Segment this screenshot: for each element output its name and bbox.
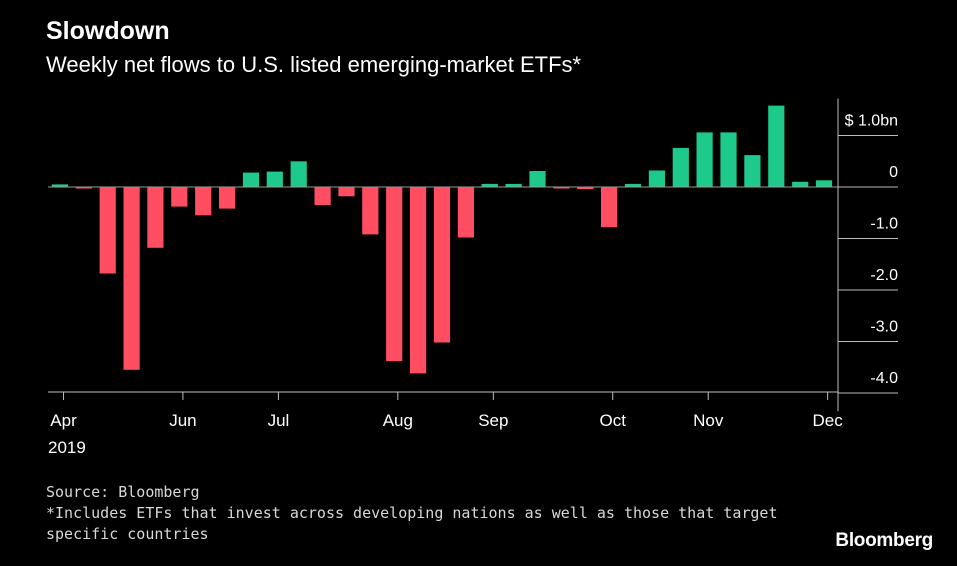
x-tick-label-jun: Jun [169,411,196,430]
y-tick-label-4: -3.0 [870,319,898,336]
bar-week-0 [51,184,68,187]
bar-week-9 [266,171,283,187]
bar-week-13 [362,187,379,235]
bar-week-10 [290,161,307,188]
bar-week-6 [195,187,212,216]
bar-week-30 [768,105,785,187]
bar-week-23 [601,187,618,228]
bar-week-31 [792,181,809,187]
bar-week-2 [99,187,116,274]
y-tick-label-0: $ 1.0bn [845,113,898,130]
y-tick-label-2: -1.0 [870,216,898,233]
bar-week-25 [648,170,665,187]
y-tick-label-3: -2.0 [870,267,898,284]
x-tick-label-aug: Aug [383,411,413,430]
x-tick-label-apr: Apr [50,411,77,430]
bar-chart: $ 1.0bn 0 -1.0 -2.0 -3.0 -4.0 Apr Jun Jul Aug Sep O… [48,98,898,457]
footnote-line: *Includes ETFs that invest across develo… [46,504,778,543]
bar-week-3 [123,187,140,370]
bar-week-11 [314,187,331,205]
bar-week-12 [338,187,355,197]
x-year-label: 2019 [48,438,86,457]
bar-week-32 [815,180,833,187]
y-tick-label-1: 0 [889,164,898,181]
bloomberg-logo: Bloomberg [835,530,933,551]
bar-week-20 [529,171,546,187]
bar-week-16 [433,187,451,343]
bar-week-14 [386,187,403,362]
bar-week-1 [75,187,92,189]
bar-week-28 [720,132,737,187]
chart-title: Slowdown [46,17,170,45]
bar-week-26 [672,147,689,187]
bar-week-8 [242,172,260,187]
bar-week-21 [553,187,570,189]
chart-footnote: Source: Bloomberg *Includes ETFs that in… [46,482,806,545]
chart-subtitle: Weekly net flows to U.S. listed emerging… [46,52,582,77]
bar-week-19 [505,183,522,187]
source-line: Source: Bloomberg [46,483,200,501]
bar-week-4 [147,187,164,248]
x-tick-label-nov: Nov [693,411,724,430]
x-tick-label-sep: Sep [478,411,508,430]
bar-week-22 [577,187,594,190]
bar-week-24 [624,183,642,187]
bar-week-17 [457,187,474,238]
bar-week-15 [410,187,427,374]
bar-week-27 [696,132,713,187]
bar-week-29 [744,155,761,187]
x-tick-label-oct: Oct [600,411,627,430]
bar-week-5 [171,187,188,207]
x-tick-label-jul: Jul [268,411,290,430]
bar-week-7 [219,187,236,209]
y-tick-label-5: -4.0 [870,370,898,387]
bar-week-18 [481,183,498,187]
x-tick-label-dec: Dec [813,411,844,430]
